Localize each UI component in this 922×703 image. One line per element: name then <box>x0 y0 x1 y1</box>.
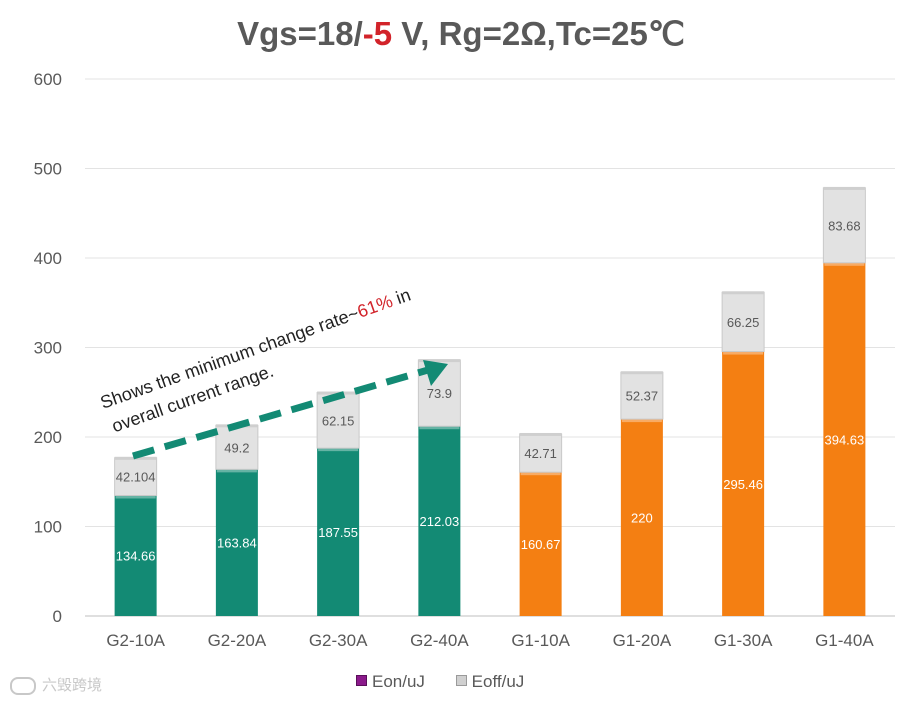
watermark-text: 六毁跨境 <box>42 676 103 694</box>
data-label-eoff-G1-10A: 42.71 <box>524 446 557 461</box>
legend-swatch-eoff <box>455 675 467 686</box>
bar-eon-highlight-G1-30A <box>723 351 764 355</box>
legend-swatch-eon <box>356 675 367 686</box>
bar-eoff-G1-30A <box>721 291 765 353</box>
x-tick-label-G1-20A: G1-20A <box>613 631 672 650</box>
legend-item-eon: Eon/uJ <box>356 672 425 692</box>
bar-eon-highlight-G1-20A <box>621 419 662 423</box>
bar-eon-G1-20A <box>620 419 663 616</box>
annotation: Shows the minimum change rate~61% in ove… <box>98 285 414 437</box>
data-label-eon-G1-20A: 220 <box>631 511 653 526</box>
bar-eoff-G1-20A <box>620 371 664 420</box>
data-label-eoff-G2-30A: 62.15 <box>322 413 355 428</box>
y-tick-label-0: 0 <box>53 607 62 626</box>
bar-eon-G2-20A <box>215 469 258 616</box>
data-label-eon-G1-30A: 295.46 <box>723 477 763 492</box>
bar-eoff-G2-10A <box>114 457 158 496</box>
y-tick-label-300: 300 <box>34 339 62 358</box>
legend-label-eoff: Eoff/uJ <box>471 672 525 691</box>
x-tick-label-G1-30A: G1-30A <box>714 631 773 650</box>
x-tick-label-G2-40A: G2-40A <box>410 631 469 650</box>
data-label-eon-G1-10A: 160.67 <box>521 537 561 552</box>
data-label-eoff-G1-30A: 66.25 <box>727 315 760 330</box>
watermark: 六毁跨境 <box>10 674 102 695</box>
y-tick-label-200: 200 <box>34 428 62 447</box>
y-tick-label-100: 100 <box>34 518 62 537</box>
bar-eon-highlight-G2-30A <box>318 448 359 452</box>
bar-eon-G2-30A <box>317 448 360 616</box>
data-label-eon-G2-10A: 134.66 <box>116 549 156 564</box>
watermark-logo-icon <box>10 676 36 695</box>
bar-eoff-G1-40A <box>822 187 866 264</box>
x-tick-label-G1-10A: G1-10A <box>511 631 570 650</box>
bar-eon-highlight-G2-40A <box>419 426 460 430</box>
y-tick-label-600: 600 <box>34 70 62 89</box>
data-label-eoff-G2-10A: 42.104 <box>116 470 156 485</box>
bar-eon-highlight-G2-10A <box>115 495 156 499</box>
chart-title: Vgs=18/-5 V, Rg=2Ω,Tc=25℃ <box>237 15 685 52</box>
data-label-eoff-G1-40A: 83.68 <box>828 218 861 233</box>
legend: Eon/uJ Eoff/uJ <box>356 672 550 692</box>
bar-eoff-cap-G1-30A <box>722 291 765 295</box>
bar-eon-G1-30A <box>722 351 765 616</box>
data-label-eon-G2-40A: 212.03 <box>419 514 459 529</box>
bars: 134.66 42.104 163.84 49.2 187.55 62.15 212.03 7… <box>114 186 866 616</box>
bar-eon-G1-40A <box>823 262 866 616</box>
bar-eoff-cap-G1-20A <box>620 371 663 375</box>
x-tick-label-G1-40A: G1-40A <box>815 631 874 650</box>
bar-eoff-cap-G2-40A <box>418 359 461 363</box>
data-label-eon-G2-20A: 163.84 <box>217 536 257 551</box>
bar-eon-highlight-G2-20A <box>216 469 257 473</box>
x-tick-label-G2-30A: G2-30A <box>309 631 368 650</box>
y-axis-labels: 0 100 200 300 400 500 600 <box>34 70 62 626</box>
gridlines <box>85 78 895 617</box>
bar-eon-highlight-G1-40A <box>824 262 865 266</box>
bar-eoff-G2-20A <box>215 424 259 470</box>
data-label-eoff-G1-20A: 52.37 <box>626 389 659 404</box>
y-tick-label-500: 500 <box>34 160 62 179</box>
data-label-eoff-G2-20A: 49.2 <box>224 440 249 455</box>
bar-eon-highlight-G1-10A <box>520 472 561 476</box>
data-label-eon-G1-40A: 394.63 <box>824 432 864 447</box>
bar-eoff-cap-G1-10A <box>519 432 562 436</box>
data-label-eon-G2-30A: 187.55 <box>318 525 358 540</box>
bar-eon-G2-10A <box>114 495 157 616</box>
data-label-eoff-G2-40A: 73.9 <box>427 386 452 401</box>
legend-item-eoff: Eoff/uJ <box>455 672 525 692</box>
legend-label-eon: Eon/uJ <box>372 672 425 691</box>
trend-arrow <box>132 360 448 460</box>
bar-eoff-cap-G1-40A <box>823 186 866 190</box>
x-tick-label-G2-20A: G2-20A <box>208 631 267 650</box>
annotation-line-1: Shows the minimum change rate~61% in <box>98 285 414 413</box>
x-tick-label-G2-10A: G2-10A <box>106 631 165 650</box>
bar-eoff-G1-10A <box>519 433 563 473</box>
y-tick-label-400: 400 <box>34 249 62 268</box>
x-axis-labels: G2-10A G2-20A G2-30A G2-40A G1-10A G1-20A G1-3… <box>106 631 874 650</box>
bar-eon-G1-10A <box>519 472 562 616</box>
bar-eon-G2-40A <box>418 426 461 616</box>
